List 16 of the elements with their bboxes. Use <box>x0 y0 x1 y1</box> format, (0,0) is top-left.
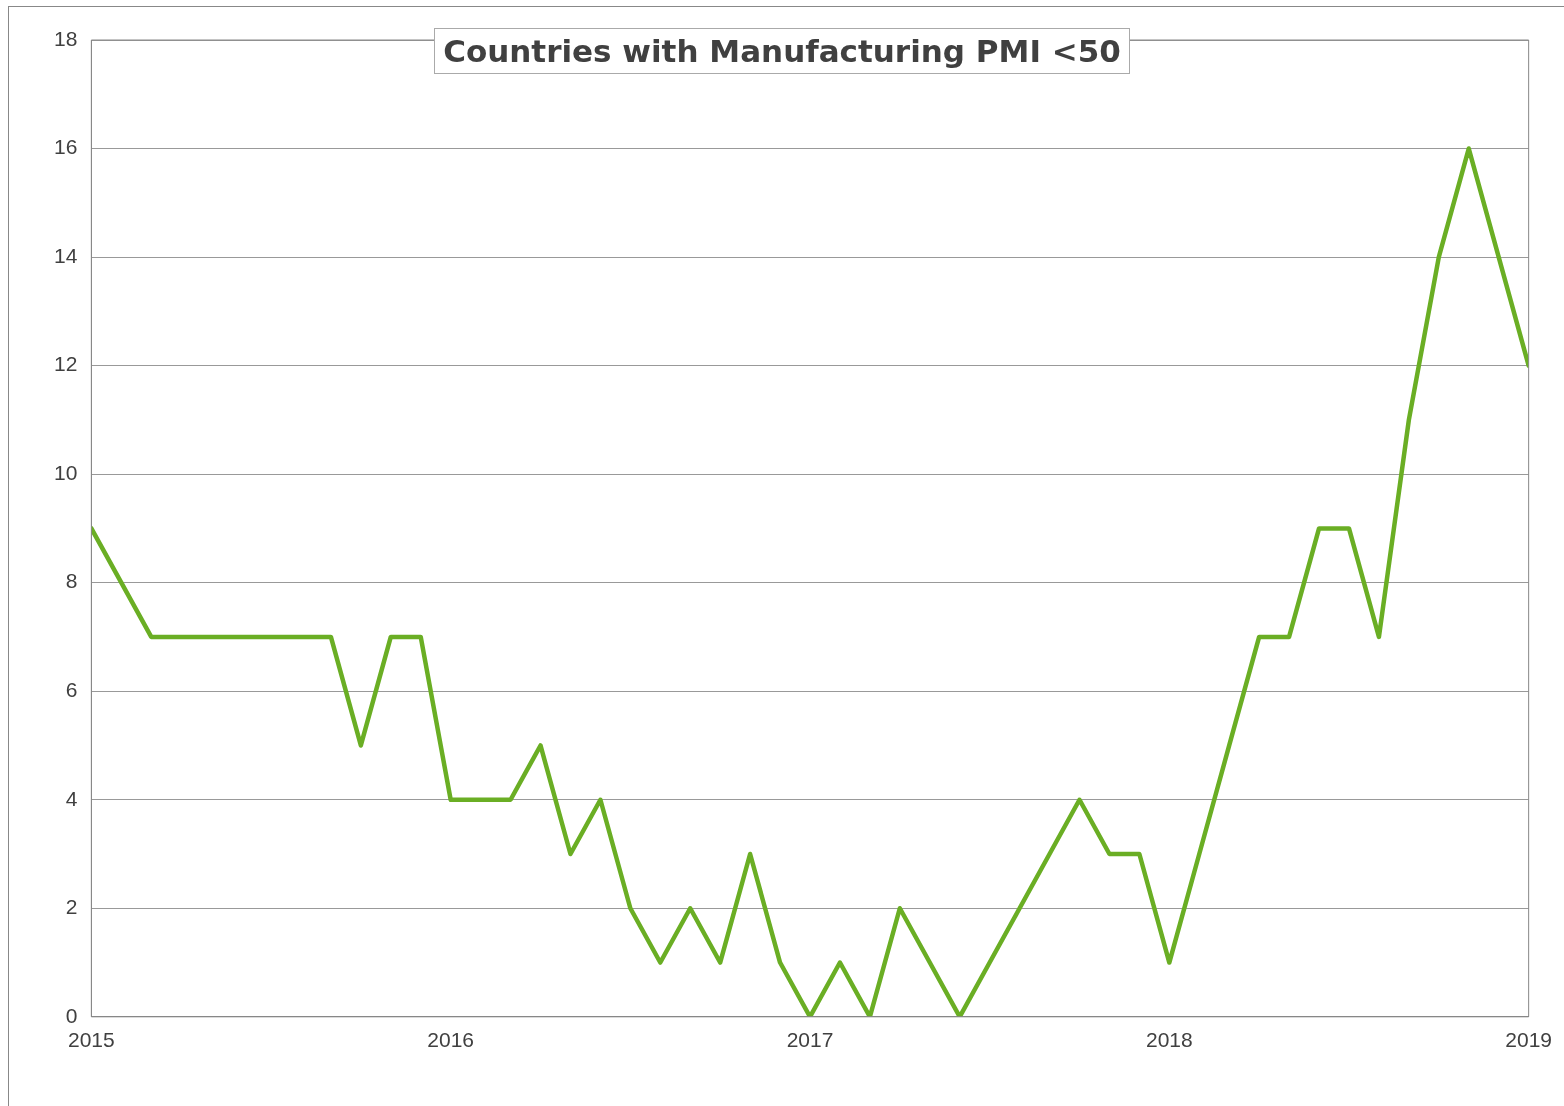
x-tick-label: 2017 <box>786 1028 834 1052</box>
y-tick-label: 12 <box>54 352 78 376</box>
y-tick-label: 14 <box>54 243 78 267</box>
y-tick-label: 4 <box>65 786 78 810</box>
x-tick-label: 2015 <box>68 1028 115 1052</box>
y-tick-label: 16 <box>54 135 78 159</box>
y-tick-label: 10 <box>54 460 78 484</box>
chart-title: Countries with Manufacturing PMI <50 <box>434 28 1130 74</box>
x-tick-label: 2019 <box>1505 1028 1552 1052</box>
x-tick-label: 2018 <box>1145 1028 1193 1052</box>
y-tick-label: 6 <box>65 678 78 701</box>
x-tick-label: 2016 <box>427 1028 475 1052</box>
y-tick-label: 18 <box>54 26 78 50</box>
y-tick-label: 8 <box>65 569 78 593</box>
y-tick-label: 2 <box>65 895 78 919</box>
y-tick-label: 0 <box>65 1003 78 1027</box>
